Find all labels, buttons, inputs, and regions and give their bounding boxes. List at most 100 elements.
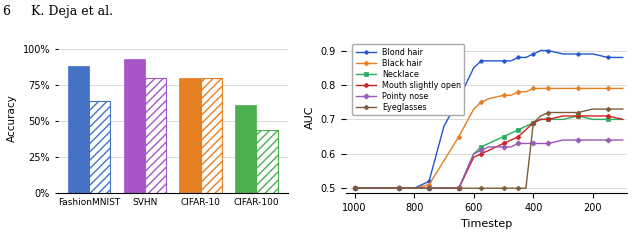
Eyeglasses [396,187,403,190]
Legend: Blond hair, Black hair, Necklace, Mouth slightly open, Pointy nose, Eyeglasses: Blond hair, Black hair, Necklace, Mouth … [353,45,465,115]
Necklace [589,118,596,121]
Eyeglasses [515,187,522,190]
Necklace [396,187,403,190]
Black hair [396,187,403,190]
Black hair [470,108,477,110]
Blond hair [619,56,627,59]
Black hair [537,87,545,90]
Mouth slightly open [410,187,418,190]
Black hair [351,187,358,190]
Eyeglasses [351,187,358,190]
Pointy nose [470,152,477,155]
Necklace [522,125,530,128]
Pointy nose [529,142,537,145]
Eyeglasses [589,108,596,110]
Mouth slightly open [522,128,530,131]
Mouth slightly open [507,139,515,141]
Pointy nose [507,146,515,148]
Black hair [559,87,567,90]
Mouth slightly open [515,135,522,138]
Pointy nose [589,139,596,141]
Line: Black hair: Black hair [353,87,625,190]
Necklace [574,115,582,117]
Black hair [515,90,522,93]
Pointy nose [440,187,448,190]
Blond hair [440,125,448,128]
Eyeglasses [619,108,627,110]
Bar [89,101,111,193]
Pointy nose [574,139,582,141]
Eyeglasses [507,187,515,190]
Text: 6     K. Deja et al.: 6 K. Deja et al. [3,5,113,18]
Blond hair [484,59,492,62]
Necklace [410,187,418,190]
Black hair [604,87,612,90]
Mouth slightly open [381,187,388,190]
Necklace [477,146,485,148]
Blond hair [410,187,418,190]
Necklace [604,118,612,121]
Pointy nose [545,142,552,145]
Blond hair [559,53,567,55]
Pointy nose [477,149,485,152]
Blond hair [537,49,545,52]
Mouth slightly open [589,115,596,117]
Mouth slightly open [477,152,485,155]
Black hair [381,187,388,190]
Mouth slightly open [529,121,537,124]
Blond hair [515,56,522,59]
Mouth slightly open [351,187,358,190]
Eyeglasses [604,108,612,110]
Blond hair [604,56,612,59]
Eyeglasses [440,187,448,190]
Mouth slightly open [396,187,403,190]
Pointy nose [604,139,612,141]
Necklace [440,187,448,190]
Pointy nose [559,139,567,141]
Bar [257,130,278,193]
Mouth slightly open [559,115,567,117]
Necklace [529,121,537,124]
Mouth slightly open [425,187,433,190]
Black hair [477,101,485,104]
Necklace [351,187,358,190]
Pointy nose [522,142,530,145]
Eyeglasses [410,187,418,190]
Pointy nose [351,187,358,190]
Line: Pointy nose: Pointy nose [352,138,625,191]
Mouth slightly open [545,118,552,121]
Mouth slightly open [440,187,448,190]
Y-axis label: AUC: AUC [305,106,315,129]
Eyeglasses [559,111,567,114]
Blond hair [396,187,403,190]
Y-axis label: Accuracy: Accuracy [7,94,17,141]
Bar [179,78,201,193]
Pointy nose [537,142,545,145]
Necklace [455,187,463,190]
Blond hair [529,53,537,55]
Eyeglasses [500,187,508,190]
Blond hair [455,97,463,100]
Mouth slightly open [484,149,492,152]
Bar [235,105,257,193]
Eyeglasses [545,111,552,114]
Eyeglasses [425,187,433,190]
Mouth slightly open [604,115,612,117]
Mouth slightly open [500,142,508,145]
Black hair [440,159,448,162]
Pointy nose [381,187,388,190]
Necklace [500,135,508,138]
Bar [201,78,222,193]
Pointy nose [515,142,522,145]
Mouth slightly open [455,187,463,190]
Pointy nose [425,187,433,190]
Black hair [410,187,418,190]
Line: Eyeglasses: Eyeglasses [353,107,625,190]
Pointy nose [619,139,627,141]
Black hair [574,87,582,90]
Pointy nose [410,187,418,190]
Black hair [484,97,492,100]
Pointy nose [484,146,492,148]
Necklace [537,118,545,121]
Necklace [619,118,627,121]
